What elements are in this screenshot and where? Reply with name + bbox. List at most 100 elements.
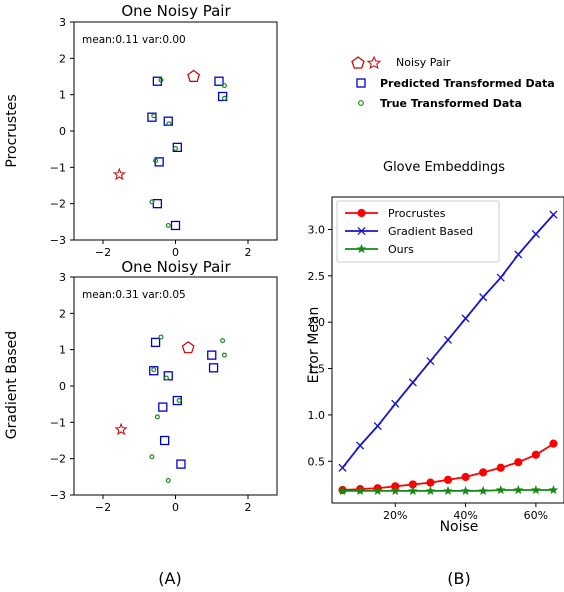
scatter-2-marks [114,334,227,483]
legend-marker-1 [357,226,366,236]
true-point [173,145,179,151]
series-1-point [514,250,523,259]
series-1-point [479,293,488,302]
series-0-point [549,439,558,448]
y-tick-label: 1.0 [308,409,326,422]
legend-label-2: Ours [388,243,414,256]
series-1-point [443,335,453,344]
marker-legend: Noisy Pair Predicted Transformed Data Tr… [351,55,555,110]
y-tick-label: 0 [59,125,66,138]
series-2-point [425,485,436,495]
y-tick-label: 1 [59,89,66,102]
predicted-point [208,363,219,373]
predicted-point [207,350,217,360]
series-2-point [548,484,559,495]
true-point [220,338,226,344]
predicted-point [176,459,186,469]
series-2-point [495,484,506,495]
x-tick-label: 2 [245,246,252,259]
predicted-point [214,76,224,86]
x-tick-label: 2 [245,501,252,514]
series-0-point [531,450,540,459]
line-chart-title: Glove Embeddings [383,160,505,175]
x-tick-label: 0 [172,246,179,259]
series-1-point [356,441,365,450]
legend-true-label: True Transformed Data [380,97,522,110]
y-tick-label: 2 [59,307,66,320]
gradient-scatter-panel: One Noisy Pair mean:0.31 var:0.05 Gradie… [4,258,278,514]
true-point [221,83,227,89]
true-point [221,95,227,101]
legend-star-marker [366,55,382,70]
x-tick-label: 20% [383,509,407,522]
series-1-point [373,421,382,431]
series-0-point [443,475,453,484]
scatter-1-ticks: −2 0 2 −3 −2 −1 0 1 2 3 [50,16,252,259]
noisy-pentagon-point [181,341,195,354]
scatter-2-axes-frame [73,276,278,496]
predicted-point [163,371,173,381]
true-point [153,158,159,164]
line-chart-ylabel: Error Mean [306,307,322,384]
scatter-2-ticks: −2 0 2 −3 −2 −1 0 1 2 3 [50,271,252,514]
series-2-point [372,485,383,495]
series-0-point [479,468,488,477]
y-tick-label: 3.0 [308,223,326,236]
y-tick-label: 0.5 [308,455,326,468]
noisy-star-point [112,167,126,181]
true-point [165,477,171,483]
legend-predicted-label: Predicted Transformed Data [380,77,555,90]
series-1-point [461,314,470,323]
series-2-point [460,485,471,495]
series-2-point [513,484,524,495]
legend-marker-0 [357,208,366,218]
true-point [221,352,227,358]
predicted-point [147,112,157,122]
true-point [154,414,160,420]
true-point [151,113,157,119]
line-legend-box [336,200,500,263]
predicted-point [170,220,181,231]
procrustes-scatter-panel: One Noisy Pair mean:0.11 var:0.00 Procru… [4,2,278,259]
true-point [165,222,171,228]
y-tick-label: 0 [59,380,66,393]
y-tick-label: 2.5 [308,270,326,283]
y-tick-label: 3 [59,271,66,284]
true-point [158,77,164,83]
predicted-point [150,337,161,348]
true-point [149,454,155,460]
series-1-point [391,399,400,408]
y-tick-label: 1 [59,344,66,357]
series-1-point [426,357,435,366]
y-tick-label: 2.0 [308,316,326,329]
predicted-point [158,402,168,412]
line-chart-ticks: 20% 40% 60% 0.5 1.0 1.5 2.0 2.5 3.0 [308,223,549,522]
predicted-point [152,76,163,86]
predicted-point [159,435,170,446]
y-tick-label: −1 [50,161,66,174]
noisy-star-point [114,422,128,436]
y-tick-label: 3 [59,16,66,29]
legend-marker-2 [356,244,367,254]
predicted-point [152,199,163,209]
true-point [149,199,155,205]
y-tick-label: −3 [50,234,66,247]
series-1-point [531,230,540,239]
scatter-2-title: One Noisy Pair [121,258,231,276]
series-0-point [514,458,523,467]
scatter-1-marks [112,69,228,231]
legend-pentagon-marker [351,56,365,69]
line-chart-xlabel: Noise [440,519,479,535]
series-2-point [531,484,541,495]
x-tick-label: 60% [524,509,548,522]
line-chart-marks [337,210,559,495]
legend-label-0: Procrustes [388,207,446,220]
line-chart-legend: Procrustes Gradient Based Ours [336,200,500,263]
scatter-1-axes-frame [73,21,278,241]
predicted-point [149,366,159,376]
legend-square-marker [356,78,366,88]
true-point [166,121,172,127]
legend-noisy-pair-label: Noisy Pair [396,56,451,69]
true-point [158,334,164,340]
